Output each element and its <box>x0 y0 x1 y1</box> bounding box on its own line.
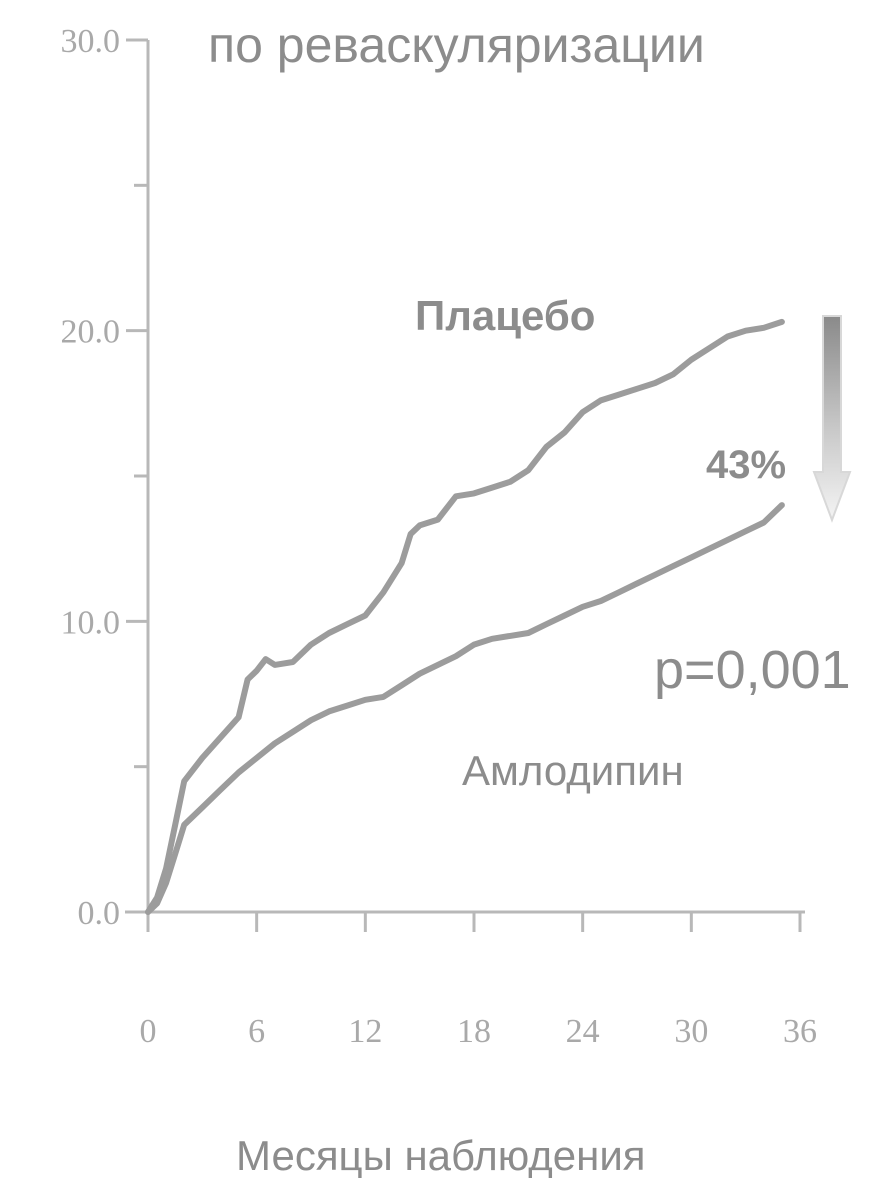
reduction-arrow <box>812 315 852 523</box>
series-label-amlodipine: Амлодипин <box>462 747 684 794</box>
x-tick-label: 24 <box>566 1013 600 1050</box>
y-axis-ticks: 0.0 10.0 20.0 30.0 <box>61 23 148 932</box>
x-axis-ticks: 0 6 12 18 24 30 36 <box>140 912 817 1050</box>
x-tick-label: 30 <box>674 1013 708 1050</box>
y-tick-label: 30.0 <box>61 23 121 60</box>
series-line-placebo <box>145 318 785 915</box>
y-tick-label: 10.0 <box>61 604 121 641</box>
p-value-label: p=0,001 <box>654 640 851 700</box>
series-line-amlodipine <box>145 502 785 915</box>
x-tick-label: 12 <box>348 1013 382 1050</box>
x-tick-label: 18 <box>457 1013 491 1050</box>
x-tick-label: 0 <box>140 1013 157 1050</box>
x-axis-label: Месяцы наблюдения <box>236 1132 646 1178</box>
x-tick-label: 36 <box>783 1013 817 1050</box>
series-label-placebo: Плацебо <box>415 292 595 339</box>
y-tick-label: 0.0 <box>78 895 121 932</box>
reduction-percent-label: 43% <box>706 443 786 487</box>
y-tick-label: 20.0 <box>61 314 121 351</box>
chart-title: по реваскуляризации <box>208 17 705 73</box>
x-tick-label: 6 <box>248 1013 265 1050</box>
